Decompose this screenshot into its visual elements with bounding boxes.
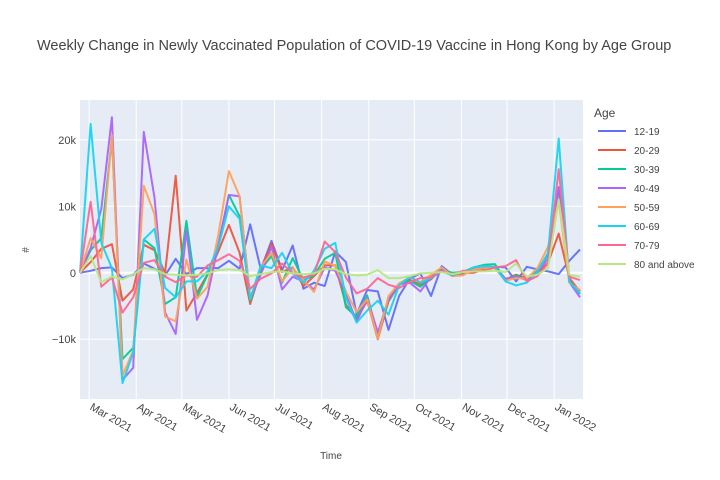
y-axis-label: # [21, 247, 32, 253]
legend-label[interactable]: 70-79 [634, 241, 660, 252]
x-tick-label: Jul 2021 [273, 401, 315, 432]
legend-label[interactable]: 12-19 [634, 127, 660, 138]
legend-label[interactable]: 80 and above [634, 260, 695, 271]
y-tick-label: 0 [70, 268, 76, 280]
x-tick-label: Oct 2021 [413, 401, 458, 434]
legend-label[interactable]: 40-49 [634, 184, 660, 195]
x-axis-label: Time [320, 451, 342, 462]
legend-label[interactable]: 60-69 [634, 222, 660, 233]
legend-title: Age [594, 106, 616, 120]
y-tick-label: −10k [52, 334, 77, 346]
legend-label[interactable]: 50-59 [634, 203, 660, 214]
x-tick-label: Dec 2021 [506, 401, 553, 435]
x-tick-label: May 2021 [180, 401, 228, 436]
legend-label[interactable]: 20-29 [634, 146, 660, 157]
legend-label[interactable]: 30-39 [634, 165, 660, 176]
x-tick-label: Sep 2021 [367, 401, 414, 435]
y-axis-ticks: −10k 0 10k 20k [52, 135, 77, 346]
x-tick-label: Apr 2021 [135, 401, 180, 434]
legend: Age 12-19 20-29 30-39 40-49 50-59 60-69 70-79 8… [594, 106, 695, 271]
x-tick-label: Nov 2021 [460, 401, 507, 435]
x-tick-label: Aug 2021 [320, 401, 367, 435]
y-tick-label: 10k [58, 201, 76, 213]
chart-title: Weekly Change in Newly Vaccinated Popula… [37, 38, 671, 54]
x-tick-label: Jun 2021 [227, 401, 272, 434]
x-tick-label: Mar 2021 [88, 401, 134, 435]
x-tick-label: Jan 2022 [553, 401, 598, 434]
series-line-80-and-above [79, 198, 581, 284]
series-lines [79, 116, 581, 385]
y-tick-label: 20k [58, 135, 76, 147]
x-axis-ticks: Mar 2021 Apr 2021 May 2021 Jun 2021 Jul 2021… [88, 401, 598, 436]
